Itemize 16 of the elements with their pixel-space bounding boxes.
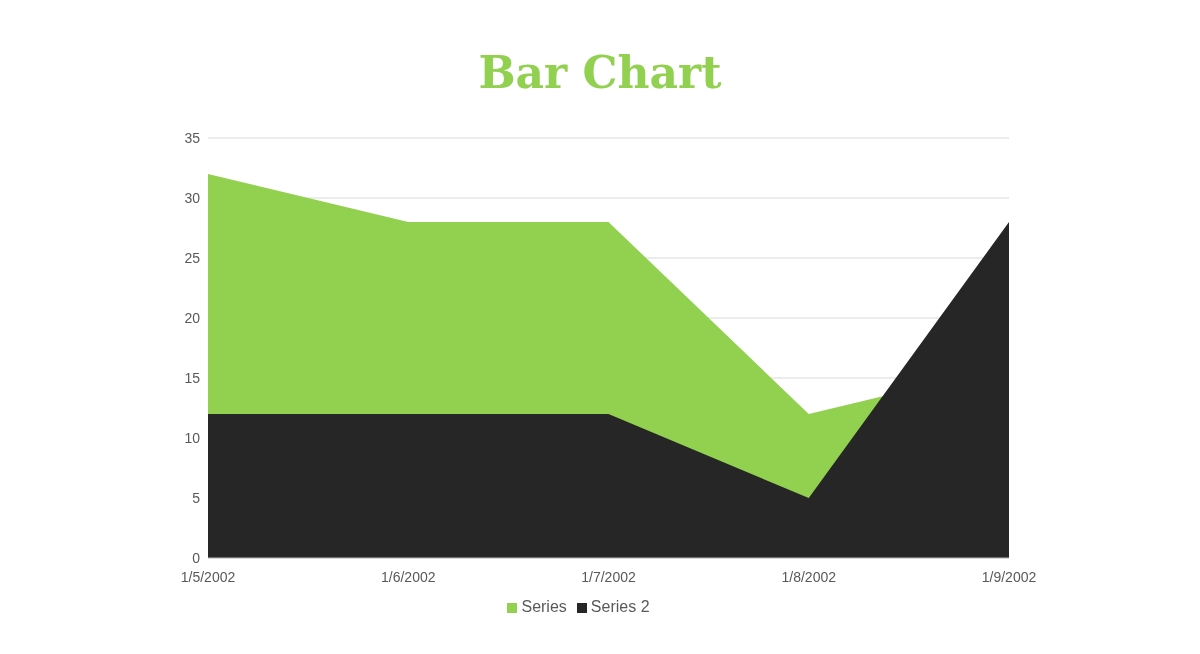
y-tick-label: 35 <box>184 129 201 146</box>
y-tick-label: 5 <box>192 489 201 506</box>
x-tick-label: 1/9/2002 <box>981 568 1037 585</box>
y-tick-label: 0 <box>192 549 201 566</box>
y-tick-label: 30 <box>184 189 201 206</box>
y-tick-label: 25 <box>184 249 201 266</box>
x-tick-label: 1/7/2002 <box>581 568 636 585</box>
y-tick-label: 20 <box>184 309 201 326</box>
legend-label: Series <box>521 598 567 615</box>
x-tick-label: 1/6/2002 <box>381 568 436 585</box>
x-tick-label: 1/8/2002 <box>781 568 837 585</box>
chart-title: Bar Chart <box>477 45 723 100</box>
y-tick-label: 10 <box>184 429 201 446</box>
legend-label: Series 2 <box>590 598 650 615</box>
x-tick-label: 1/5/2002 <box>180 568 236 585</box>
y-tick-label: 15 <box>184 369 201 386</box>
